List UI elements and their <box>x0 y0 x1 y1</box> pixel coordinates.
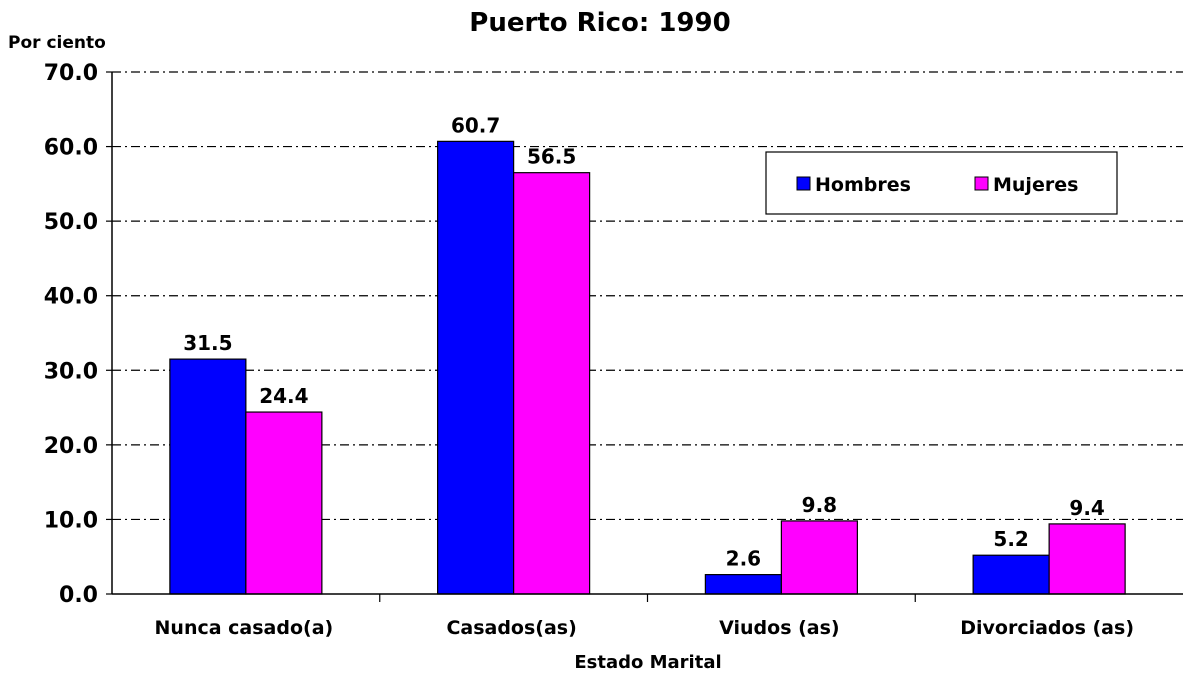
bar-hombres-3 <box>972 554 1050 595</box>
data-labels: 31.5 60.7 2.6 5.2 24.4 56.5 9.8 9.4 <box>183 113 1105 570</box>
chart-title: Puerto Rico: 1990 <box>469 8 730 38</box>
data-label: 60.7 <box>451 113 500 137</box>
bars <box>169 140 1126 595</box>
x-tick-label: Casados(as) <box>446 617 576 639</box>
legend-box <box>765 151 1118 215</box>
data-label: 56.5 <box>527 145 576 169</box>
data-label: 31.5 <box>183 331 232 355</box>
y-tick-label: 50.0 <box>44 210 98 235</box>
data-label: 2.6 <box>726 547 761 571</box>
bar-mujeres-2 <box>780 520 858 595</box>
bar-mujeres-3 <box>1048 523 1126 595</box>
y-tick-label: 0.0 <box>59 583 98 608</box>
data-label: 24.4 <box>259 384 308 408</box>
bar-hombres-0 <box>169 358 247 595</box>
y-tick-label: 40.0 <box>44 285 98 310</box>
axes <box>106 71 1183 602</box>
x-axis-label: Estado Marital <box>574 652 721 673</box>
legend-swatch-hombres <box>796 176 811 191</box>
legend: Hombres Mujeres <box>765 151 1118 215</box>
legend-swatch-mujeres <box>974 176 989 191</box>
x-tick-label: Viudos (as) <box>719 617 840 639</box>
y-tick-label: 30.0 <box>44 359 98 384</box>
y-tick-label: 70.0 <box>44 61 98 86</box>
y-axis-label: Por ciento <box>8 33 106 53</box>
bar-hombres-1 <box>437 140 515 595</box>
bar-mujeres-0 <box>245 411 323 595</box>
bar-hombres-2 <box>704 574 782 595</box>
data-label: 9.8 <box>802 493 837 517</box>
y-tick-label: 20.0 <box>44 434 98 459</box>
x-tick-label: Nunca casado(a) <box>155 617 334 639</box>
legend-label-mujeres: Mujeres <box>993 174 1078 196</box>
data-label: 9.4 <box>1069 496 1104 520</box>
legend-label-hombres: Hombres <box>815 174 911 196</box>
data-label: 5.2 <box>993 527 1028 551</box>
x-tick-label: Divorciados (as) <box>960 617 1134 639</box>
y-tick-label: 60.0 <box>44 136 98 161</box>
bar-mujeres-1 <box>513 172 591 595</box>
y-tick-label: 10.0 <box>44 508 98 533</box>
tick-labels: 0.0 10.0 20.0 30.0 40.0 50.0 60.0 70.0 Nunca cas… <box>44 61 1134 639</box>
